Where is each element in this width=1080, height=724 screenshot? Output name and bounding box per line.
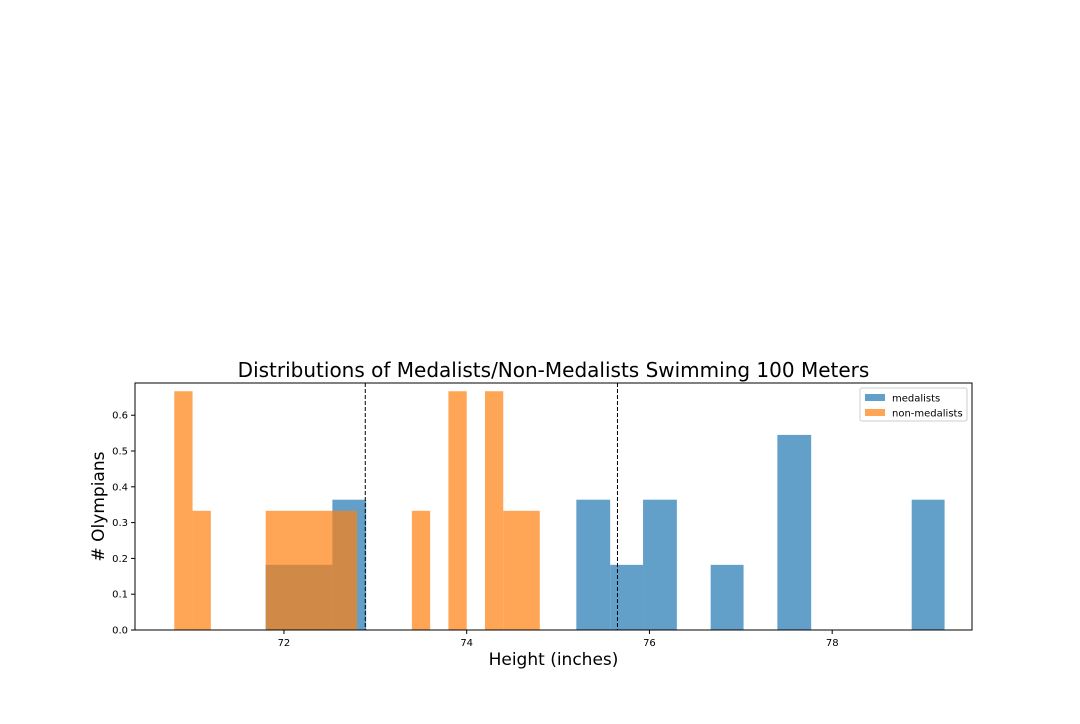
legend: medalists non-medalists [859,387,968,422]
bar-medalists [911,499,945,630]
bar-non-medalists [484,391,504,630]
x-tick-label: 76 [643,638,656,649]
bars-layer [174,391,945,630]
bar-medalists [610,564,644,630]
legend-label-medalists: medalists [892,394,940,405]
y-tick-label: 0.3 [112,518,128,529]
y-axis-ticks: 0.0 0.1 0.2 0.3 0.4 0.5 0.6 [112,411,135,637]
legend-swatch-medalists [865,394,885,401]
series-non-medalists [174,391,540,630]
x-tick-label: 74 [460,638,473,649]
legend-box [859,387,968,422]
bar-non-medalists [265,510,358,630]
bar-medalists [710,564,744,630]
bar-medalists [576,499,611,630]
y-tick-label: 0.5 [112,447,128,458]
legend-label-non-medalists: non-medalists [892,409,963,420]
y-tick-label: 0.4 [112,482,128,493]
y-tick-label: 0.6 [112,411,128,422]
x-axis-ticks: 72 74 76 78 [278,630,839,649]
bar-non-medalists [411,510,431,630]
bar-medalists [643,499,677,630]
reference-lines [364,383,618,630]
x-tick-label: 72 [278,638,291,649]
y-tick-label: 0.2 [112,554,128,565]
bar-non-medalists [503,510,540,630]
bar-non-medalists [174,391,193,630]
chart-title: Distributions of Medalists/Non-Medalists… [238,358,870,382]
series-medalists [265,434,945,630]
legend-swatch-non-medalists [865,409,885,416]
bar-non-medalists [192,510,211,630]
plot-frame [134,382,973,631]
x-axis-label: Height (inches) [489,650,619,670]
y-tick-label: 0.1 [112,590,128,601]
y-axis-label: # Olympians [89,451,109,561]
x-tick-label: 78 [826,638,839,649]
bar-medalists [777,434,812,630]
bar-non-medalists [448,391,467,630]
y-tick-label: 0.0 [112,626,128,637]
